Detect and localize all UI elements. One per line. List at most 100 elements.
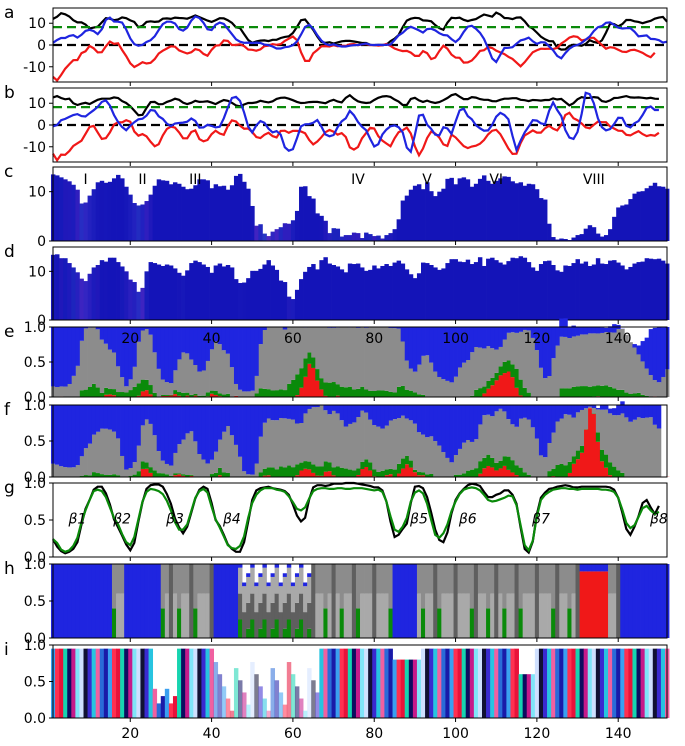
color-bar	[514, 648, 519, 718]
series-a-black-0	[52, 11, 668, 51]
area-e-green	[116, 392, 121, 397]
area-f-green	[486, 454, 491, 466]
area-f-red	[177, 474, 182, 477]
area-f-gray	[482, 415, 487, 458]
area-e-gray	[486, 346, 491, 381]
bar-c	[563, 239, 568, 241]
bar-d	[652, 259, 658, 320]
color-bar	[323, 648, 328, 718]
area-e-red	[193, 395, 198, 397]
area-e-green	[591, 386, 597, 397]
state-light_gray	[307, 576, 312, 603]
area-e-gray	[640, 361, 646, 395]
area-e-green	[490, 377, 495, 386]
bar-d	[254, 270, 259, 320]
bar-d	[303, 271, 308, 320]
area-f-gray	[311, 407, 316, 465]
area-e-gray	[632, 347, 637, 394]
bar-c	[449, 177, 454, 241]
state-light_gray	[327, 593, 332, 638]
area-f-green	[355, 468, 361, 475]
panel-label-a: a	[4, 3, 14, 23]
area-f-gray	[148, 423, 154, 468]
y-tick-label: 0.0	[24, 631, 46, 647]
area-e-blue	[429, 327, 434, 363]
area-e-gray	[457, 367, 463, 397]
state-green	[294, 628, 300, 638]
area-e-green	[307, 352, 312, 364]
bar-c	[95, 182, 101, 241]
area-f-green	[209, 474, 215, 477]
series-g-black-0	[52, 481, 660, 555]
bar-c	[640, 191, 646, 241]
bar-c	[490, 183, 495, 241]
area-f-blue	[136, 405, 141, 446]
area-e-gray	[205, 360, 210, 393]
state-dark_gray	[246, 602, 251, 629]
area-e-blue	[575, 327, 580, 336]
area-e-gray	[628, 342, 633, 394]
area-f-blue	[449, 405, 454, 463]
bar-c	[55, 175, 60, 241]
area-e-gray	[246, 391, 251, 397]
state-light_gray	[563, 593, 568, 638]
area-e-green	[364, 389, 369, 397]
area-e-green	[205, 392, 210, 397]
state-light_gray	[299, 567, 304, 594]
area-e-gray	[160, 379, 166, 395]
bar-d	[103, 261, 109, 320]
color-bar	[116, 648, 121, 718]
area-e-blue	[567, 327, 572, 339]
state-blue	[250, 564, 255, 568]
bar-c	[347, 235, 353, 241]
area-f-blue	[225, 405, 231, 427]
color-bar	[160, 696, 166, 718]
area-e-blue	[282, 327, 288, 330]
state-light_gray	[498, 593, 503, 638]
area-e-blue	[246, 327, 251, 392]
state-green	[388, 608, 393, 638]
color-bar	[229, 710, 235, 718]
y-tick-label: 0	[37, 234, 46, 250]
state-red	[599, 571, 605, 638]
area-e-blue	[502, 327, 507, 340]
area-e-gray	[152, 352, 158, 393]
area-f-blue	[567, 405, 572, 415]
area-e-green	[360, 386, 365, 397]
bar-c	[530, 184, 536, 241]
area-f-blue	[205, 405, 210, 464]
area-e-green	[185, 392, 190, 396]
area-e-gray	[311, 327, 316, 358]
state-blue	[404, 564, 410, 638]
color-bar	[608, 648, 613, 718]
area-e-red	[148, 394, 154, 397]
state-blue	[258, 573, 263, 577]
state-gray	[445, 564, 450, 594]
area-f-green	[258, 472, 263, 477]
area-f-blue	[323, 405, 328, 411]
area-f-blue	[59, 405, 64, 467]
area-e-gray	[193, 365, 198, 394]
area-f-red	[307, 469, 312, 477]
area-e-gray	[156, 368, 162, 397]
state-green	[262, 619, 267, 638]
area-f-red	[364, 466, 369, 477]
area-f-green	[469, 469, 475, 477]
bar-d	[465, 259, 471, 320]
x-tick-label-inner: 140	[605, 331, 632, 347]
annotation-g: β6	[458, 512, 477, 528]
state-gray	[510, 564, 515, 594]
state-light_gray	[416, 593, 422, 638]
bar-d	[91, 267, 97, 320]
bar-d	[262, 264, 267, 320]
area-e-blue	[482, 327, 487, 349]
area-f-gray	[63, 467, 68, 477]
state-red	[603, 571, 609, 638]
area-e-gray	[530, 337, 536, 397]
color-bar	[111, 648, 117, 718]
area-f-green	[278, 466, 284, 477]
bar-c	[177, 183, 182, 241]
area-f-gray	[67, 467, 72, 477]
area-f-blue	[286, 405, 292, 419]
state-gray	[498, 564, 503, 594]
